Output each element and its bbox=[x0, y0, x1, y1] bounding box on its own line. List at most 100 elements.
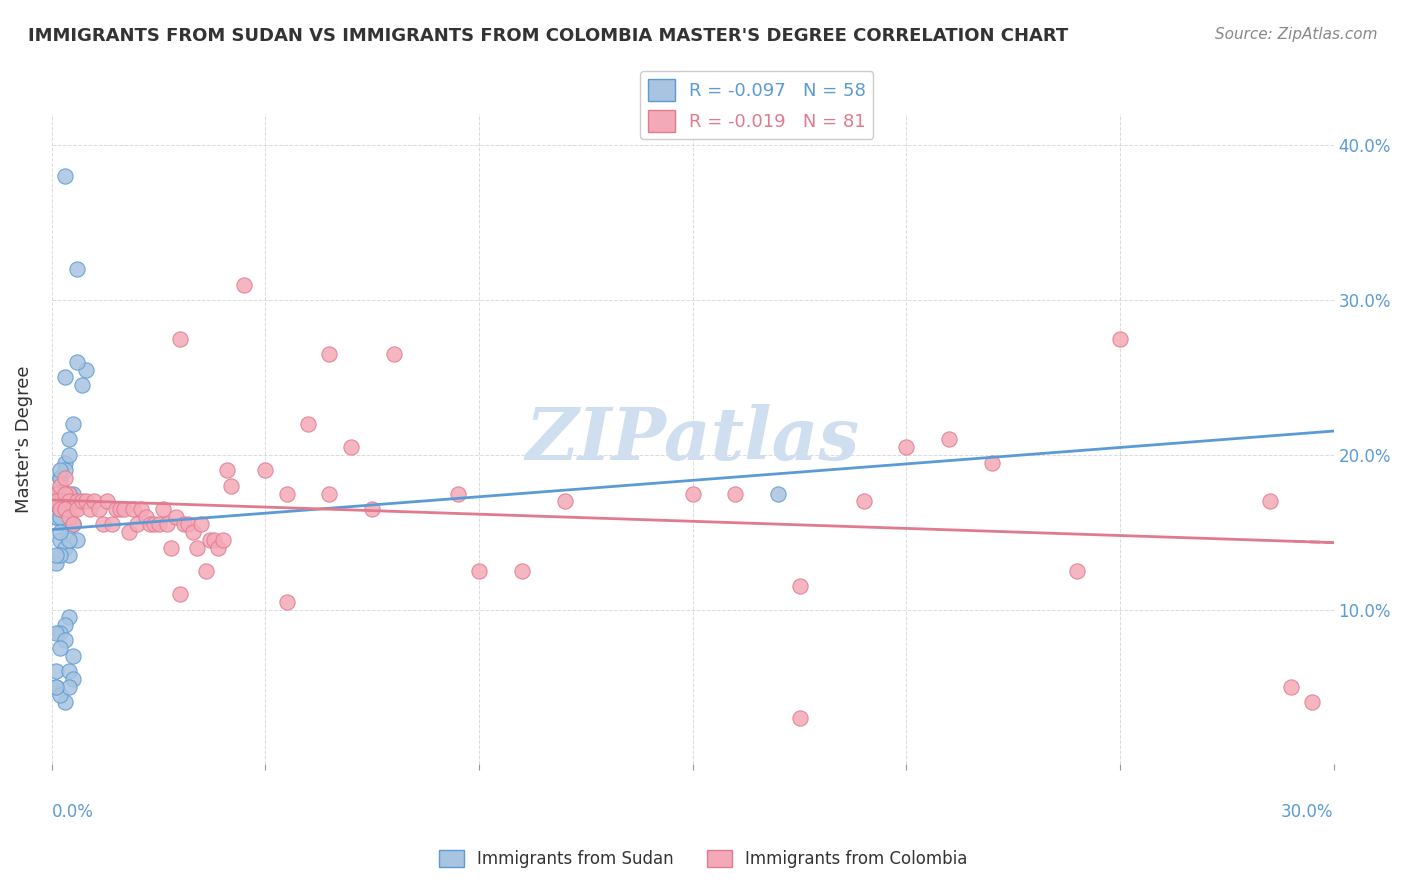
Point bbox=[852, 494, 875, 508]
Point bbox=[49, 463, 72, 477]
Point bbox=[468, 564, 491, 578]
Point bbox=[100, 517, 122, 532]
Point bbox=[118, 525, 141, 540]
Point bbox=[66, 262, 89, 277]
Point bbox=[49, 549, 72, 563]
Point bbox=[160, 541, 183, 555]
Point bbox=[45, 680, 67, 694]
Point bbox=[682, 486, 704, 500]
Point bbox=[254, 463, 277, 477]
Point bbox=[173, 517, 195, 532]
Point bbox=[148, 517, 170, 532]
Point bbox=[202, 533, 225, 547]
Point bbox=[53, 502, 76, 516]
Point bbox=[58, 486, 80, 500]
Point bbox=[45, 509, 67, 524]
Text: 30.0%: 30.0% bbox=[1281, 804, 1334, 822]
Point bbox=[83, 494, 105, 508]
Point bbox=[49, 494, 72, 508]
Point bbox=[49, 494, 72, 508]
Point bbox=[510, 564, 533, 578]
Point bbox=[49, 509, 72, 524]
Point bbox=[276, 595, 298, 609]
Point bbox=[45, 486, 67, 500]
Point bbox=[1109, 332, 1132, 346]
Point bbox=[1301, 695, 1323, 709]
Point bbox=[1279, 680, 1302, 694]
Point bbox=[152, 502, 174, 516]
Point bbox=[1066, 564, 1088, 578]
Point bbox=[215, 463, 238, 477]
Point bbox=[49, 525, 72, 540]
Point bbox=[75, 494, 97, 508]
Point bbox=[447, 486, 470, 500]
Point bbox=[66, 355, 89, 369]
Point bbox=[53, 456, 76, 470]
Point bbox=[181, 525, 204, 540]
Point bbox=[789, 579, 811, 593]
Point bbox=[382, 347, 405, 361]
Point bbox=[62, 486, 84, 500]
Point bbox=[58, 680, 80, 694]
Point bbox=[66, 502, 89, 516]
Point bbox=[49, 502, 72, 516]
Point bbox=[49, 688, 72, 702]
Point bbox=[1258, 494, 1281, 508]
Point bbox=[127, 517, 149, 532]
Point bbox=[49, 479, 72, 493]
Text: IMMIGRANTS FROM SUDAN VS IMMIGRANTS FROM COLOMBIA MASTER'S DEGREE CORRELATION CH: IMMIGRANTS FROM SUDAN VS IMMIGRANTS FROM… bbox=[28, 27, 1069, 45]
Point bbox=[45, 665, 67, 679]
Point bbox=[340, 440, 363, 454]
Point bbox=[62, 672, 84, 686]
Text: 0.0%: 0.0% bbox=[52, 804, 94, 822]
Point bbox=[58, 665, 80, 679]
Point bbox=[122, 502, 145, 516]
Point bbox=[53, 541, 76, 555]
Point bbox=[66, 494, 89, 508]
Point bbox=[53, 370, 76, 384]
Point bbox=[112, 502, 135, 516]
Legend: Immigrants from Sudan, Immigrants from Colombia: Immigrants from Sudan, Immigrants from C… bbox=[432, 843, 974, 875]
Point bbox=[53, 502, 76, 516]
Point bbox=[58, 549, 80, 563]
Point bbox=[104, 502, 127, 516]
Point bbox=[58, 509, 80, 524]
Point bbox=[53, 633, 76, 648]
Point bbox=[219, 479, 242, 493]
Point bbox=[58, 486, 80, 500]
Point bbox=[53, 517, 76, 532]
Point bbox=[58, 448, 80, 462]
Point bbox=[53, 502, 76, 516]
Point bbox=[45, 486, 67, 500]
Point bbox=[70, 494, 93, 508]
Point bbox=[45, 556, 67, 570]
Point bbox=[45, 680, 67, 694]
Point bbox=[70, 378, 93, 392]
Point bbox=[62, 648, 84, 663]
Point bbox=[143, 517, 166, 532]
Point bbox=[53, 169, 76, 184]
Point bbox=[58, 433, 80, 447]
Point bbox=[53, 494, 76, 508]
Y-axis label: Master's Degree: Master's Degree bbox=[15, 366, 32, 513]
Point bbox=[58, 533, 80, 547]
Point bbox=[45, 625, 67, 640]
Point bbox=[165, 509, 187, 524]
Point bbox=[49, 502, 72, 516]
Point bbox=[87, 502, 110, 516]
Point bbox=[49, 502, 72, 516]
Point bbox=[62, 517, 84, 532]
Point bbox=[58, 494, 80, 508]
Point bbox=[53, 486, 76, 500]
Point bbox=[198, 533, 221, 547]
Point bbox=[62, 502, 84, 516]
Point bbox=[79, 502, 101, 516]
Point bbox=[45, 494, 67, 508]
Point bbox=[49, 641, 72, 656]
Point bbox=[318, 347, 340, 361]
Point bbox=[62, 517, 84, 532]
Point bbox=[896, 440, 918, 454]
Point bbox=[211, 533, 233, 547]
Point bbox=[45, 494, 67, 508]
Point bbox=[53, 486, 76, 500]
